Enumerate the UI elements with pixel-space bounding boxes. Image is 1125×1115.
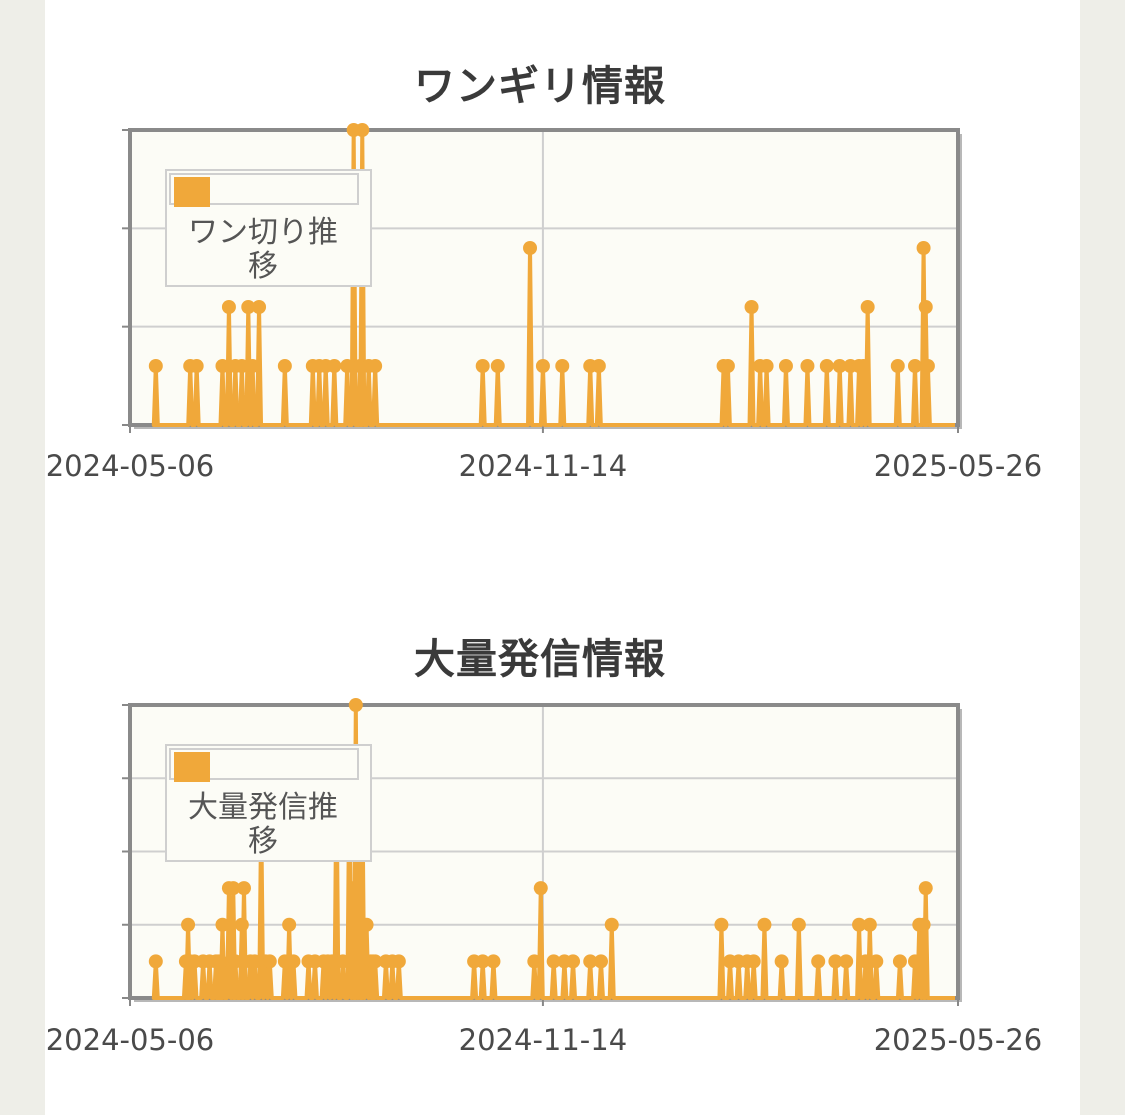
data-point xyxy=(533,881,548,896)
data-point xyxy=(555,359,570,373)
data-point xyxy=(475,954,490,969)
legend-row xyxy=(169,173,359,205)
x-tick-label: 2024-05-06 xyxy=(46,1023,215,1057)
data-point xyxy=(234,917,249,932)
data-point xyxy=(181,917,196,932)
data-point xyxy=(215,359,230,373)
x-tick-label: 2025-05-26 xyxy=(874,449,1043,483)
data-point xyxy=(335,954,350,969)
data-point xyxy=(892,954,907,969)
data-point xyxy=(604,917,619,932)
data-point xyxy=(869,954,884,969)
data-point xyxy=(746,954,761,969)
data-point xyxy=(368,954,383,969)
data-point xyxy=(800,359,815,373)
data-point xyxy=(215,917,230,932)
data-point xyxy=(774,954,789,969)
data-point xyxy=(277,359,292,373)
data-point xyxy=(583,954,598,969)
data-point xyxy=(391,954,406,969)
data-point xyxy=(490,359,505,373)
data-point xyxy=(852,917,867,932)
data-point xyxy=(241,300,256,314)
data-point xyxy=(819,359,834,373)
data-point xyxy=(862,917,877,932)
data-point xyxy=(593,954,608,969)
x-tick-label: 2024-11-14 xyxy=(459,449,628,483)
data-point xyxy=(325,954,340,969)
data-point xyxy=(282,917,297,932)
data-point xyxy=(523,241,538,255)
data-point xyxy=(907,954,922,969)
data-point xyxy=(920,359,935,373)
data-point xyxy=(811,954,826,969)
data-point xyxy=(858,954,873,969)
data-point xyxy=(221,300,236,314)
data-point xyxy=(346,881,361,896)
data-point xyxy=(327,359,342,373)
legend-label-line1: ワン切り推 xyxy=(188,215,338,250)
data-point xyxy=(860,300,875,314)
data-point xyxy=(247,954,262,969)
data-point xyxy=(226,881,241,896)
data-point xyxy=(916,917,931,932)
data-point xyxy=(228,954,243,969)
data-point xyxy=(714,917,729,932)
x-tick-label: 2025-05-26 xyxy=(874,1023,1043,1057)
data-point xyxy=(252,300,267,314)
data-point xyxy=(778,359,793,373)
data-point xyxy=(234,359,249,373)
data-point xyxy=(148,359,163,373)
legend-label-line2: 移 xyxy=(248,824,278,859)
data-point xyxy=(359,917,374,932)
series-line xyxy=(151,128,955,427)
data-point xyxy=(148,954,163,969)
data-point xyxy=(355,123,370,137)
data-point xyxy=(348,698,363,712)
data-point xyxy=(340,359,355,373)
series-line xyxy=(151,703,955,1000)
data-point xyxy=(918,881,933,896)
data-point xyxy=(916,241,931,255)
data-point xyxy=(918,300,933,314)
data-point xyxy=(368,359,383,373)
data-point xyxy=(839,954,854,969)
legend-label-line1: 大量発信推 xyxy=(188,790,338,825)
legend-label-line2: 移 xyxy=(248,249,278,284)
legend-row xyxy=(169,748,359,780)
data-point xyxy=(759,359,774,373)
data-point xyxy=(236,881,251,896)
x-tick-label: 2024-05-06 xyxy=(46,449,215,483)
data-point xyxy=(832,359,847,373)
data-point xyxy=(890,359,905,373)
data-point xyxy=(856,359,871,373)
data-point xyxy=(486,954,501,969)
data-point xyxy=(475,359,490,373)
data-point xyxy=(262,954,277,969)
legend-swatch xyxy=(174,177,210,207)
data-point xyxy=(907,359,922,373)
chart-title-one-ring: ワンギリ情報 xyxy=(414,62,666,110)
x-tick-label: 2024-11-14 xyxy=(459,1023,628,1057)
legend-swatch xyxy=(174,752,210,782)
chart-title-mass-calls: 大量発信情報 xyxy=(414,635,666,683)
data-point xyxy=(286,954,301,969)
data-point xyxy=(527,954,542,969)
data-point xyxy=(213,954,228,969)
data-point xyxy=(720,359,735,373)
data-point xyxy=(828,954,843,969)
data-point xyxy=(757,917,772,932)
data-point xyxy=(791,917,806,932)
data-point xyxy=(591,359,606,373)
data-point xyxy=(189,359,204,373)
data-point xyxy=(245,359,260,373)
data-point xyxy=(546,954,561,969)
data-point xyxy=(566,954,581,969)
data-point xyxy=(744,300,759,314)
data-point xyxy=(535,359,550,373)
